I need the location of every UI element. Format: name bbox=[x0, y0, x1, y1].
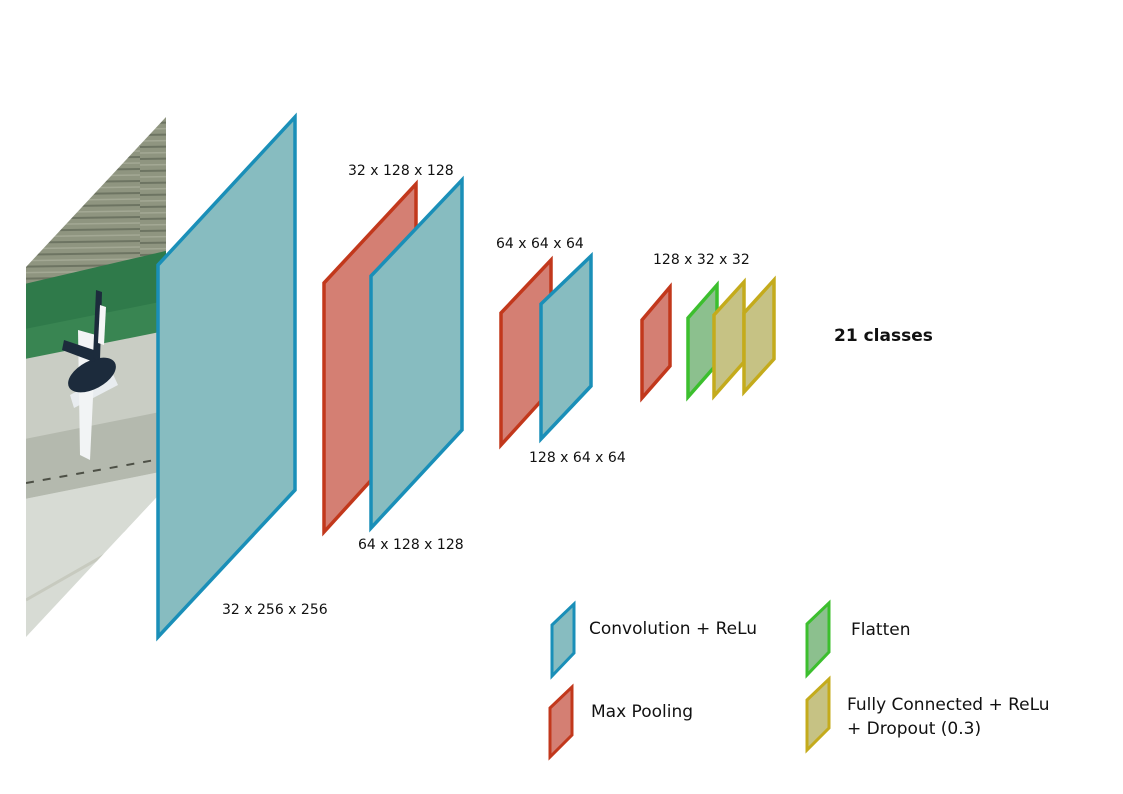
label-pool2: 64 x 64 x 64 bbox=[496, 236, 584, 252]
label-conv3: 128 x 64 x 64 bbox=[529, 450, 626, 466]
label-pool3: 128 x 32 x 32 bbox=[653, 252, 750, 268]
network-layers bbox=[156, 112, 776, 642]
fc-layer-2 bbox=[742, 275, 776, 397]
label-input-conv: 32 x 256 x 256 bbox=[222, 602, 328, 618]
conv-layer-2 bbox=[369, 175, 464, 533]
conv-layer-1 bbox=[156, 112, 297, 642]
label-conv2: 64 x 128 x 128 bbox=[358, 537, 464, 553]
legend-swatches bbox=[548, 599, 831, 761]
conv-layer-3 bbox=[539, 251, 593, 444]
legend-fc-label-line1: Fully Connected + ReLu bbox=[847, 695, 1050, 715]
pool-layer-3 bbox=[640, 282, 672, 403]
legend-pool-label: Max Pooling bbox=[591, 702, 693, 722]
aircraft-silhouette bbox=[62, 290, 118, 460]
legend-conv-swatch bbox=[550, 600, 576, 680]
legend-fc-swatch bbox=[805, 675, 831, 754]
label-pool1: 32 x 128 x 128 bbox=[348, 163, 454, 179]
output-classes-label: 21 classes bbox=[834, 326, 933, 346]
legend-fc-label-line2: + Dropout (0.3) bbox=[847, 719, 981, 739]
legend-conv-label: Convolution + ReLu bbox=[589, 619, 757, 639]
legend-flatten-swatch bbox=[805, 599, 831, 679]
input-image bbox=[26, 117, 166, 637]
legend: Convolution + ReLu Max Pooling Flatten F… bbox=[548, 599, 1050, 761]
legend-pool-swatch bbox=[548, 683, 574, 761]
legend-flatten-label: Flatten bbox=[851, 620, 910, 640]
